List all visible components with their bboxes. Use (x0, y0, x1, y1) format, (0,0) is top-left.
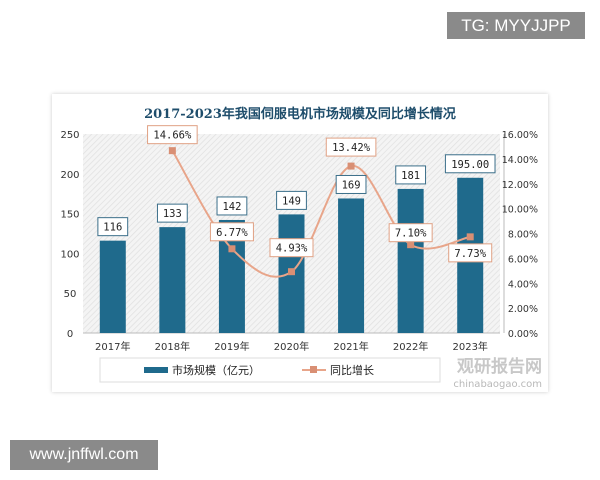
bar-data-label-box (216, 196, 248, 216)
growth-data-label-box (448, 243, 493, 263)
growth-data-label: 7.10% (395, 228, 427, 240)
right-tick-label: 10.00% (502, 205, 538, 216)
bar-data-label: 133 (163, 208, 182, 220)
bar-data-label: 195.00 (451, 159, 489, 171)
legend-bar-swatch (144, 367, 168, 373)
growth-marker (228, 245, 236, 253)
growth-data-label: 13.42% (332, 142, 371, 154)
left-tick-label: 0 (67, 329, 73, 340)
watermark-en: chinabaogao.com (453, 379, 542, 390)
growth-data-label-box (209, 222, 254, 242)
right-tick-label: 16.00% (502, 130, 538, 141)
x-tick-label: 2018年 (155, 340, 190, 353)
bar-data-label: 181 (401, 170, 420, 182)
left-tick-label: 250 (60, 130, 79, 141)
left-tick-label: 200 (60, 170, 79, 181)
bar-data-label: 116 (103, 222, 122, 234)
growth-data-label-box (269, 238, 314, 258)
bar-data-label-box (335, 174, 367, 194)
x-tick-label: 2017年 (95, 340, 130, 353)
bar-data-label: 142 (222, 201, 241, 213)
bar-data-label-box (156, 203, 188, 223)
bar (99, 240, 126, 333)
right-tick-label: 2.00% (508, 304, 538, 315)
x-tick-label: 2022年 (393, 340, 428, 353)
x-tick-label: 2021年 (333, 340, 368, 353)
bar-data-label: 169 (342, 179, 361, 191)
bar-data-label-box (97, 217, 129, 237)
growth-data-label-box (325, 137, 377, 157)
growth-data-label: 14.66% (153, 130, 192, 142)
bar-data-label-box (444, 154, 496, 174)
bar (397, 188, 424, 333)
x-tick-label: 2023年 (452, 340, 487, 353)
chart: 0 50 100 150 200 250 0.00% 2.00% 4.00% 6.00% 8.00%… (60, 106, 542, 390)
legend-line-marker (310, 366, 317, 373)
left-tick-label: 100 (60, 249, 79, 260)
chart-panel: 0 50 100 150 200 250 0.00% 2.00% 4.00% 6.00% 8.00%… (52, 94, 548, 392)
bar-data-label-box (276, 190, 307, 210)
bar (338, 198, 365, 333)
right-tick-label: 14.00% (502, 155, 538, 166)
right-tick-label: 0.00% (508, 329, 538, 340)
right-tick-label: 8.00% (508, 230, 538, 241)
left-tick-label: 50 (64, 289, 77, 300)
overlay-website: www.jnffwl.com (10, 440, 158, 470)
growth-marker (466, 233, 474, 241)
growth-marker (407, 241, 415, 249)
growth-data-label: 4.93% (276, 243, 308, 255)
legend-line-label: 同比增长 (330, 363, 374, 377)
overlay-tag: TG: MYYJJPP (447, 12, 585, 39)
chart-title: 2017-2023年我国伺服电机市场规模及同比增长情况 (144, 106, 456, 122)
growth-data-label: 6.77% (216, 227, 248, 239)
left-tick-label: 150 (60, 210, 79, 221)
growth-marker (168, 147, 176, 155)
growth-data-label: 7.73% (454, 248, 486, 260)
right-tick-label: 4.00% (508, 279, 538, 290)
growth-data-label-box (388, 223, 433, 243)
watermark-cn: 观研报告网 (456, 356, 542, 377)
right-tick-label: 12.00% (502, 180, 538, 191)
bar-data-label-box (395, 165, 427, 185)
growth-marker (347, 162, 355, 170)
growth-data-label-box (147, 125, 198, 145)
right-tick-label: 6.00% (508, 254, 538, 265)
x-tick-label: 2020年 (274, 340, 309, 353)
x-tick-label: 2019年 (214, 340, 249, 353)
growth-marker (288, 268, 295, 276)
bar-data-label: 149 (282, 195, 301, 207)
bar (159, 227, 186, 333)
legend-bar-label: 市场规模（亿元） (172, 363, 260, 377)
